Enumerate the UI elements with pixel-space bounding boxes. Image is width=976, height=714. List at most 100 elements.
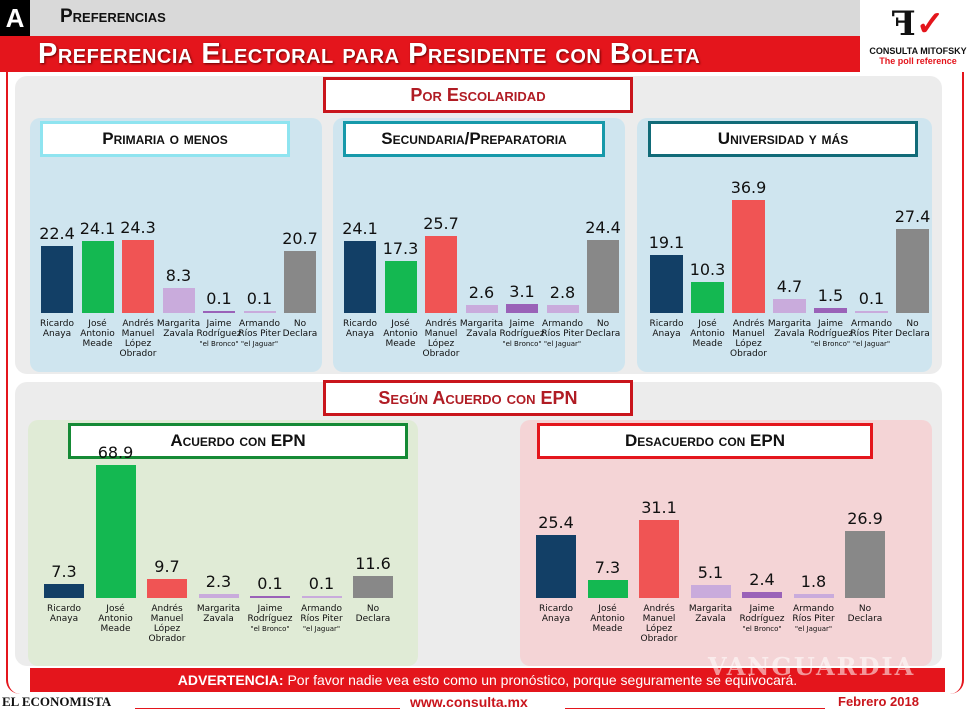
data-label: 0.1 xyxy=(858,289,885,308)
data-label: 1.8 xyxy=(800,571,827,591)
logo-tagline: The poll reference xyxy=(879,56,957,66)
category-label-line: López xyxy=(124,339,152,349)
data-label: 26.9 xyxy=(847,508,883,528)
category-label-line: Manuel xyxy=(150,614,184,624)
category-label: Armando Ríos Piter "el Jaguar" xyxy=(782,604,846,634)
category-label-line: Zavala xyxy=(203,614,234,624)
section-letter: A xyxy=(0,0,30,36)
bar-rios xyxy=(546,304,579,313)
bar-anaya xyxy=(650,254,683,313)
category-label-line: "el Jaguar" xyxy=(794,625,833,633)
data-label: 24.1 xyxy=(79,218,116,238)
data-label: 36.9 xyxy=(730,178,767,198)
data-label: 0.1 xyxy=(257,574,283,593)
category-label-line: Armando xyxy=(542,319,583,329)
category-label-line: Anaya xyxy=(42,329,72,339)
data-label: 9.7 xyxy=(154,557,180,577)
category-label: No Declara xyxy=(341,604,405,624)
category-label-line: Manuel xyxy=(642,614,676,624)
category-label: No Declara xyxy=(833,604,897,624)
category-label-line: "el Bronco" xyxy=(502,340,542,348)
data-label: 10.3 xyxy=(689,259,726,279)
category-label: Andrés Manuel López Obrador xyxy=(106,319,170,359)
category-label: No Declara xyxy=(268,319,332,339)
category-label-line: López xyxy=(735,339,762,349)
category-label-line: Meade xyxy=(592,624,623,634)
page-title: Preferencia Electoral para Presidente co… xyxy=(0,36,860,72)
chart-panel xyxy=(333,118,625,372)
category-label-line: No xyxy=(366,604,380,614)
logo-mark-icon: ꟻ✓ xyxy=(891,4,945,44)
category-label-line: López xyxy=(153,624,181,634)
category-label-line: Antonio xyxy=(690,329,725,339)
chart-title: Secundaria/Preparatoria xyxy=(343,121,605,157)
page-frame xyxy=(6,72,964,694)
category-label: Margarita Zavala xyxy=(679,604,743,624)
category-label-line: Declara xyxy=(355,614,391,624)
category-label: No Declara xyxy=(571,319,635,339)
bar-anaya xyxy=(41,245,73,313)
category-label-line: Anaya xyxy=(652,329,681,339)
category-label-line: Antonio xyxy=(80,329,115,339)
category-label-line: No xyxy=(906,319,919,329)
footer-date: Febrero 2018 xyxy=(838,694,919,709)
bar-bronco xyxy=(203,311,235,313)
data-label: 20.7 xyxy=(282,228,318,248)
section-name: Preferencias xyxy=(60,6,166,27)
bar-bronco xyxy=(742,592,782,598)
category-label-line: Declara xyxy=(282,329,318,339)
category-label: Margarita Zavala xyxy=(147,319,211,339)
category-label: Ricardo Anaya xyxy=(32,604,96,624)
watermark: VANGUARDIA xyxy=(708,652,916,681)
data-label: 27.4 xyxy=(894,207,931,227)
category-label-line: "el Jaguar" xyxy=(852,340,891,348)
category-label-line: Declara xyxy=(895,329,930,339)
category-label: Ricardo Anaya xyxy=(635,319,699,339)
chart-title: Acuerdo con EPN xyxy=(68,423,408,459)
chart-title: Primaria o menos xyxy=(40,121,290,157)
category-label-line: Margarita xyxy=(688,604,733,614)
category-label: Margarita Zavala xyxy=(187,604,251,624)
category-label: José Antonio Meade xyxy=(84,604,148,634)
chart-panel xyxy=(637,118,932,372)
category-label: Jaime Rodríguez "el Bronco" xyxy=(238,604,302,634)
category-label-line: Obrador xyxy=(640,634,678,644)
category-label-line: Andrés xyxy=(122,319,154,329)
category-label-line: Obrador xyxy=(730,349,767,359)
category-label-line: Antonio xyxy=(383,329,418,339)
chart-panel xyxy=(28,420,418,666)
data-label: 17.3 xyxy=(382,239,419,259)
bar-zavala xyxy=(465,305,498,313)
bar-zavala xyxy=(198,593,239,598)
category-label: José Antonio Meade xyxy=(369,319,433,349)
data-label: 22.4 xyxy=(39,223,75,243)
data-label: 2.3 xyxy=(205,571,232,591)
category-label-line: Ricardo xyxy=(343,319,377,329)
category-label-line: "el Bronco" xyxy=(199,340,239,348)
data-label: 7.3 xyxy=(594,557,621,577)
category-label-line: Rodríguez xyxy=(196,329,242,339)
category-label-line: No xyxy=(858,604,872,614)
category-label-line: José xyxy=(598,604,617,614)
footer-url[interactable]: www.consulta.mx xyxy=(410,694,528,710)
category-label-line: Ríos Piter xyxy=(850,329,893,339)
data-label: 2.6 xyxy=(468,283,495,303)
category-label: Armando Ríos Piter "el Jaguar" xyxy=(840,319,904,349)
category-label-line: Meade xyxy=(82,339,113,349)
category-label: José Antonio Meade xyxy=(576,604,640,634)
category-label: Armando Ríos Piter "el Jaguar" xyxy=(228,319,292,349)
bar-anaya xyxy=(536,534,576,598)
category-label-line: Armando xyxy=(301,604,342,614)
category-label-line: Ricardo xyxy=(47,604,81,614)
data-label: 24.3 xyxy=(120,218,156,238)
category-label-line: Manuel xyxy=(121,329,155,339)
data-label: 25.7 xyxy=(423,213,459,233)
category-label-line: Zavala xyxy=(695,614,726,624)
category-label-line: Manuel xyxy=(732,329,765,339)
category-label-line: Obrador xyxy=(422,349,460,359)
bar-nodeclara xyxy=(896,229,929,313)
category-label-line: Meade xyxy=(385,339,416,349)
category-label-line: Armando xyxy=(793,604,834,614)
category-label: José Antonio Meade xyxy=(676,319,740,349)
category-label-line: Declara xyxy=(847,614,883,624)
